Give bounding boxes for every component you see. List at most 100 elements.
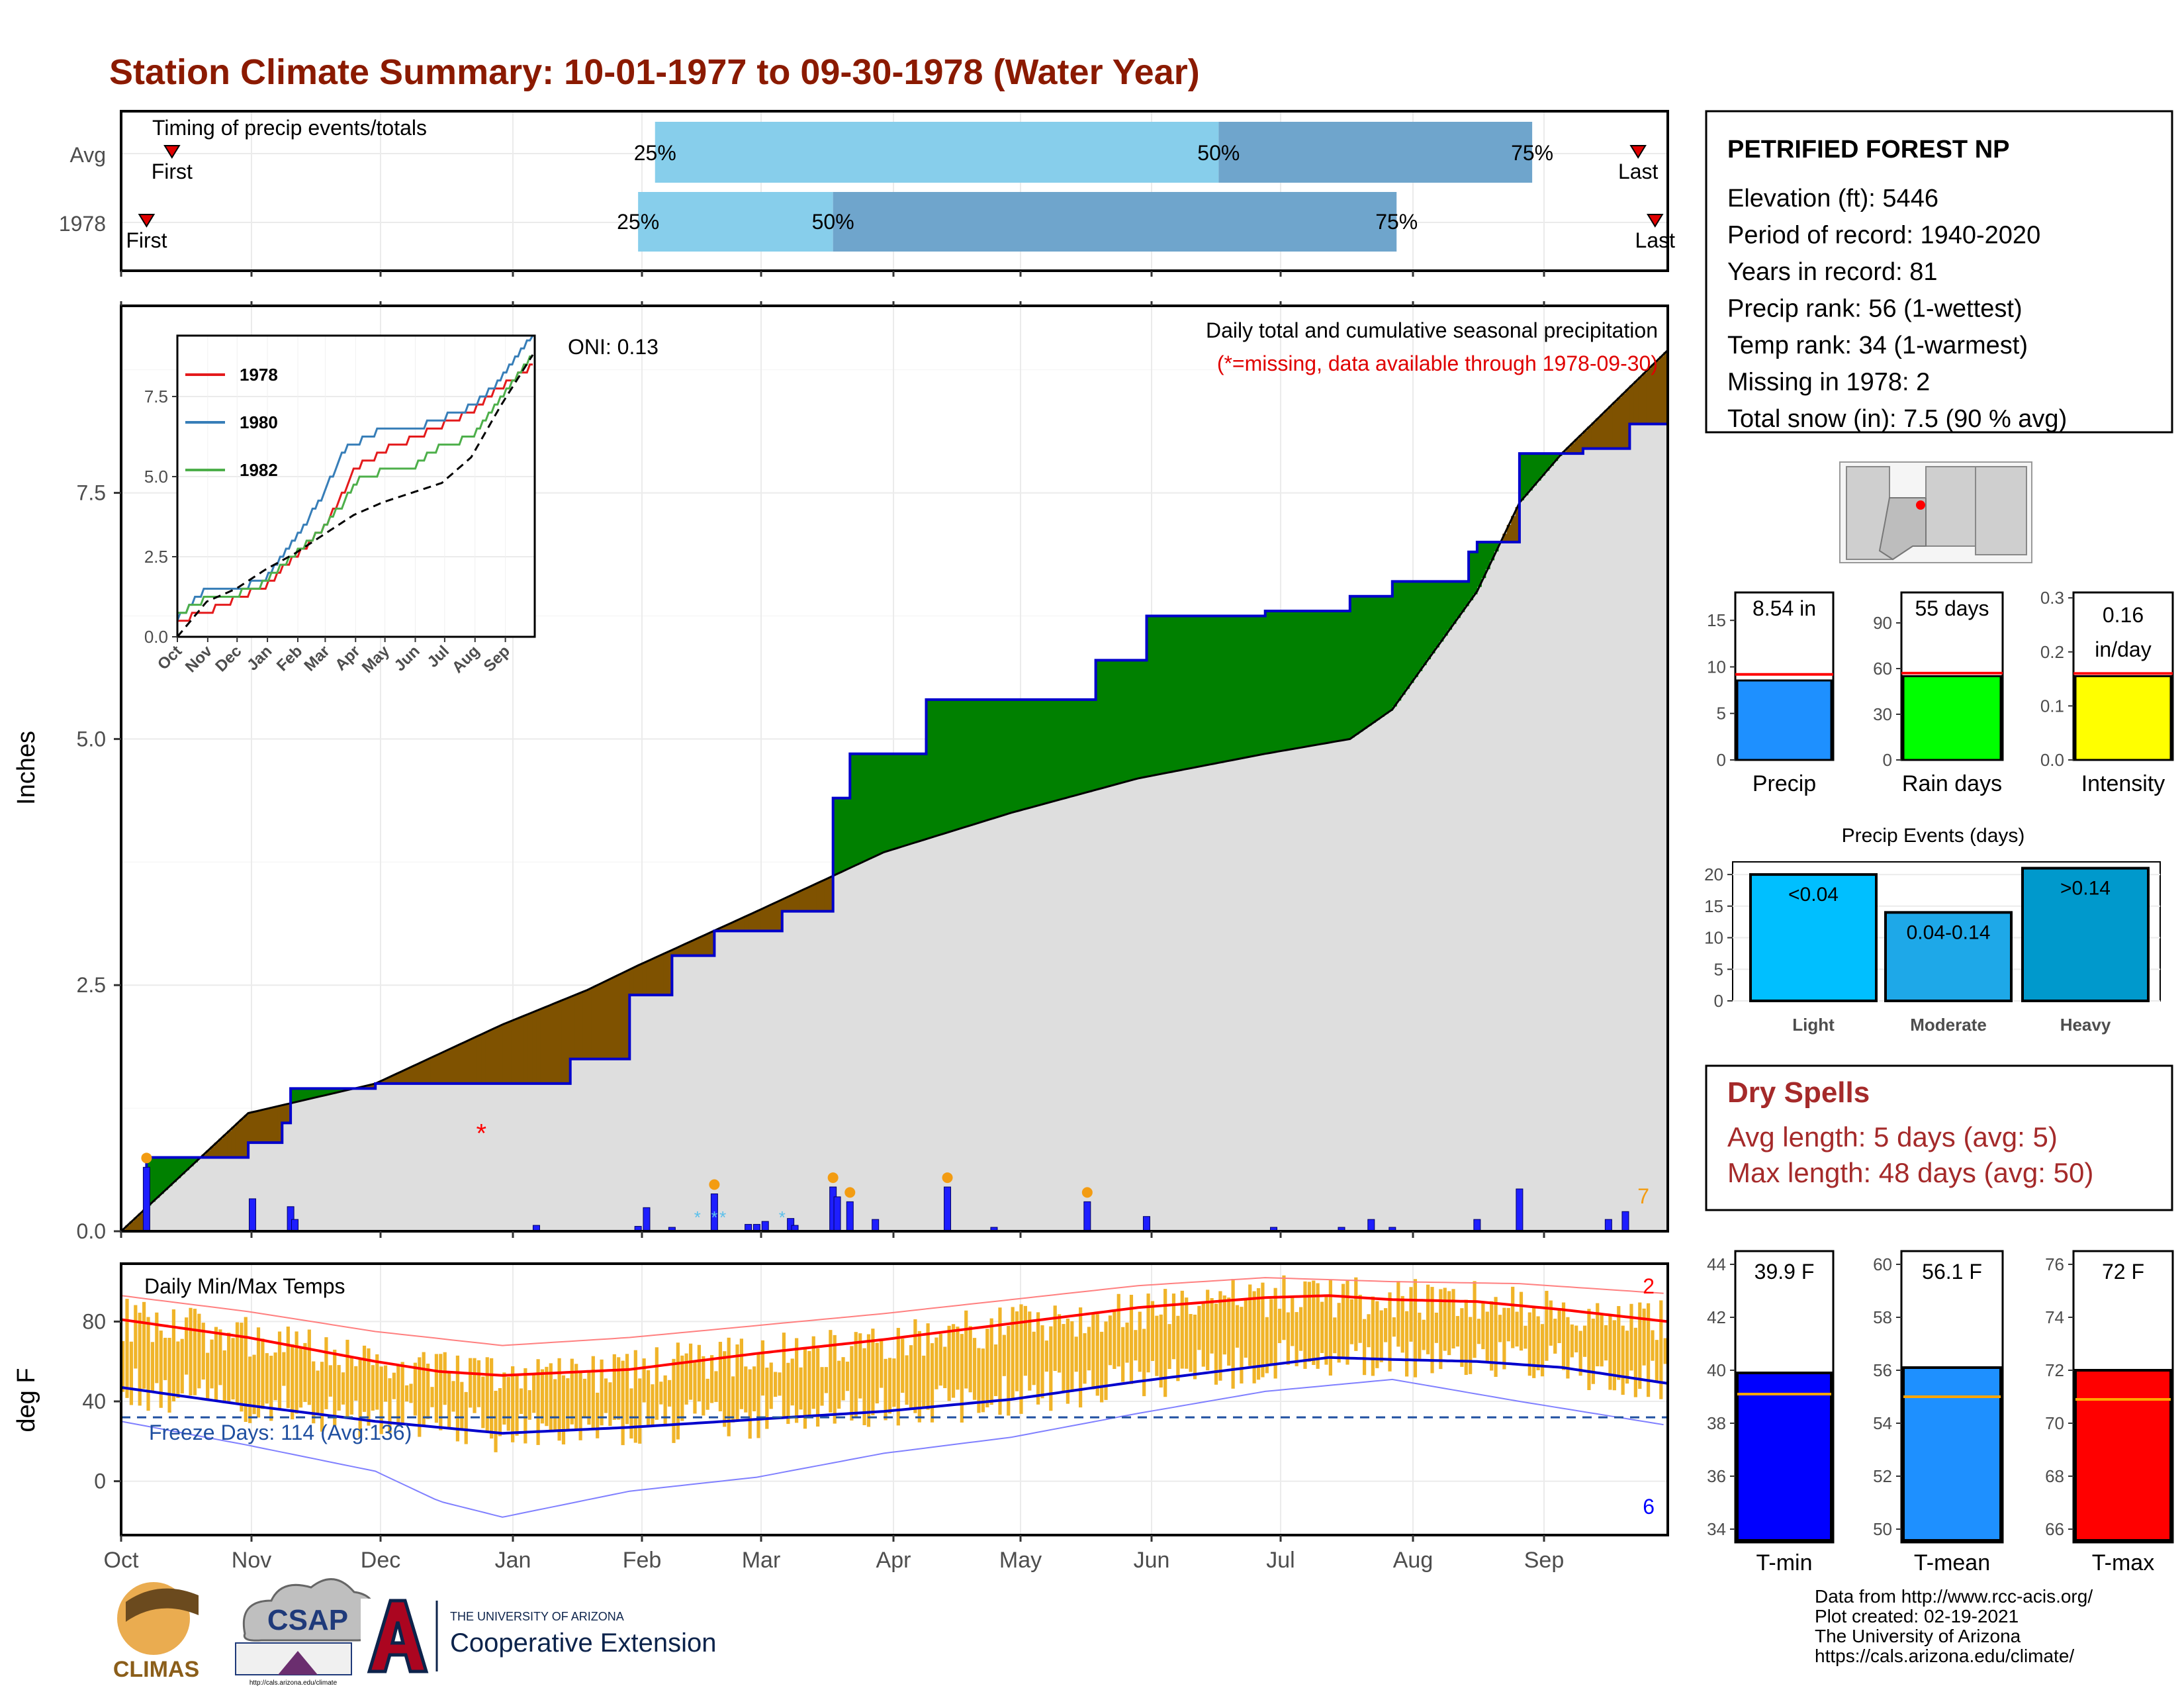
above-average-fill	[1485, 541, 1490, 569]
above-average-fill	[1244, 616, 1249, 758]
daily-temp-bar	[396, 1365, 400, 1426]
daily-temp-bar	[383, 1365, 388, 1402]
above-average-fill	[1095, 660, 1101, 790]
below-average-fill	[218, 1139, 224, 1158]
inset-legend-label: 1980	[240, 412, 278, 432]
events-bar	[1884, 911, 2013, 1003]
daily-temp-bar	[1095, 1314, 1099, 1396]
daily-precip-bar	[1516, 1188, 1524, 1232]
below-average-fill	[705, 933, 711, 956]
daily-temp-bar	[1392, 1317, 1396, 1337]
above-average-fill	[1163, 616, 1169, 773]
above-average-fill	[1189, 616, 1194, 769]
above-average-fill	[1193, 616, 1198, 768]
above-average-fill	[1282, 611, 1287, 751]
daily-temp-bar	[1316, 1283, 1320, 1369]
daily-temp-bar	[231, 1338, 235, 1400]
above-average-fill	[993, 699, 999, 818]
below-average-fill	[367, 1085, 372, 1089]
below-average-fill	[286, 1103, 291, 1123]
above-average-fill	[1227, 616, 1232, 761]
daily-temp-bar	[371, 1365, 375, 1411]
daily-temp-bar	[1142, 1329, 1146, 1397]
below-average-fill	[811, 884, 817, 912]
daily-temp-bar	[1345, 1280, 1349, 1365]
daily-temp-bar	[617, 1357, 621, 1420]
daily-temp-bar	[426, 1364, 430, 1419]
daily-temp-bar	[1557, 1309, 1561, 1343]
above-average-fill	[841, 798, 846, 871]
daily-temp-bar	[1405, 1311, 1409, 1377]
annual-summary-bars: 8.54 in 0 5 10 15 Precip 55 days 0 30 60 90 Rain da…	[1707, 588, 2174, 796]
daily-temp-bar	[1545, 1291, 1549, 1361]
daily-temp-bar	[905, 1355, 909, 1405]
mini-bar-category-label: Intensity	[2081, 771, 2165, 796]
below-average-fill	[1608, 406, 1614, 449]
daily-temp-bar	[667, 1380, 672, 1407]
below-average-fill	[477, 1035, 482, 1084]
daily-temp-bar	[1163, 1289, 1167, 1397]
record-min-line	[120, 1378, 1664, 1518]
avg-min-line	[120, 1356, 1668, 1435]
below-average-fill	[235, 1123, 240, 1158]
daily-temp-bar	[142, 1301, 146, 1389]
daily-temp-bar	[506, 1377, 510, 1431]
daily-temp-bar	[409, 1383, 413, 1403]
daily-temp-bar	[291, 1344, 295, 1420]
above-average-fill	[1044, 699, 1050, 804]
daily-temp-bar	[349, 1356, 353, 1415]
below-average-fill	[231, 1127, 236, 1158]
timing-first-label: First	[126, 228, 167, 252]
daily-temp-bar	[277, 1331, 282, 1411]
daily-temp-bar	[358, 1358, 362, 1438]
timing-x-ticks	[120, 271, 1545, 277]
below-average-fill	[697, 937, 702, 956]
above-average-fill	[303, 1088, 308, 1100]
daily-temp-bar	[1189, 1313, 1193, 1372]
daily-temp-bar	[1663, 1338, 1667, 1364]
csap-mountain	[278, 1651, 318, 1675]
above-average-fill	[1002, 699, 1007, 815]
below-average-fill	[430, 1056, 435, 1084]
above-average-fill	[1265, 611, 1270, 754]
observed-cumulative-line	[121, 390, 1669, 1233]
above-average-fill	[1371, 596, 1376, 723]
daily-precip-bar	[1473, 1219, 1481, 1232]
avg-cumulative-line	[120, 349, 1669, 1233]
daily-temp-bar	[727, 1337, 731, 1436]
daily-temp-bar	[600, 1359, 604, 1426]
daily-temp-bar	[629, 1388, 633, 1439]
daily-temp-bar	[1506, 1307, 1510, 1342]
below-average-fill	[617, 974, 622, 1059]
daily-temp-bar	[193, 1309, 197, 1395]
below-average-fill	[244, 1115, 249, 1158]
daily-temp-bar	[756, 1353, 760, 1438]
above-average-fill	[913, 753, 919, 843]
above-average-fill	[1121, 660, 1126, 782]
above-average-fill	[1201, 616, 1206, 766]
locator-map	[1839, 461, 2032, 563]
inset-y-ticks: 0.0 2.5 5.0 7.5	[144, 387, 177, 647]
below-average-fill	[702, 935, 707, 956]
mini-bar-y-tick-label: 0.3	[2040, 588, 2064, 608]
climas-logo-swoosh	[126, 1588, 199, 1622]
mini-bar-value	[1902, 675, 2002, 761]
below-average-fill	[222, 1135, 228, 1158]
above-average-fill	[1146, 616, 1152, 776]
below-average-fill	[464, 1041, 469, 1084]
daily-temp-bar	[765, 1368, 769, 1429]
daily-temp-bar	[1655, 1340, 1659, 1382]
daily-temp-bar	[676, 1342, 680, 1440]
daily-temp-bar	[1511, 1286, 1515, 1348]
daily-temp-bar	[379, 1366, 383, 1434]
footer-credits: Data from http://www.rcc-acis.org/Plot c…	[1815, 1586, 2093, 1666]
temp-bar-y-tick-label: 36	[1707, 1466, 1726, 1486]
daily-temp-bar	[993, 1344, 998, 1397]
daily-temp-bar	[1494, 1297, 1498, 1377]
above-average-fill	[298, 1088, 304, 1101]
daily-temp-bar	[1439, 1289, 1443, 1370]
below-average-fill	[655, 957, 660, 996]
daily-temp-bar	[1079, 1307, 1083, 1408]
month-tick-label: Apr	[876, 1548, 911, 1573]
events-bars: 0 5 10 15 20 <0.04 Light 0.04-0.14 Moderate >0.14…	[1704, 865, 2160, 1035]
